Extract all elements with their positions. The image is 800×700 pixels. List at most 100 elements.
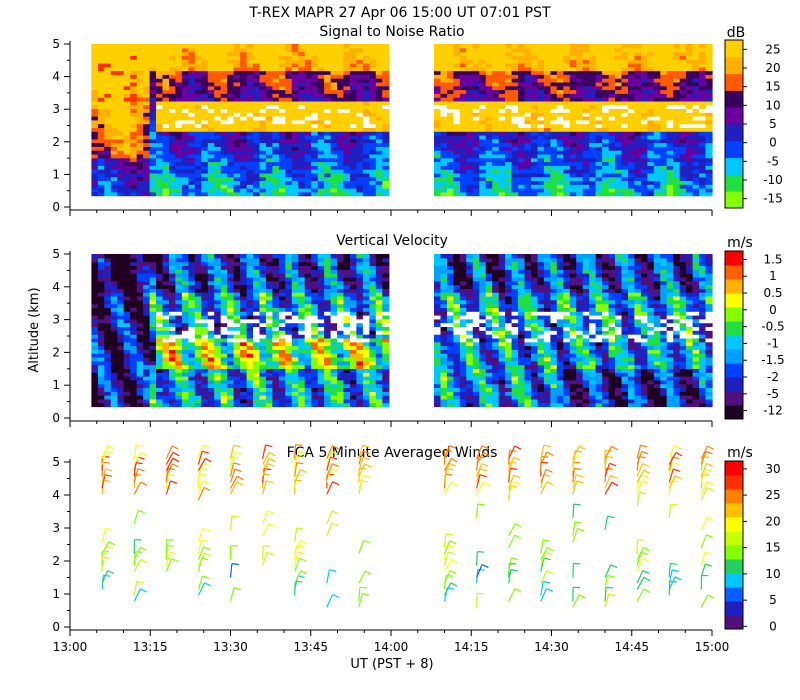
heatmap-cell (240, 276, 248, 282)
heatmap-cell (156, 276, 164, 282)
heatmap-cell (362, 176, 370, 181)
heatmap-cell (485, 135, 493, 140)
heatmap-cell (97, 188, 105, 193)
heatmap-cell (511, 146, 519, 151)
heatmap-cell (291, 398, 299, 404)
heatmap-cell (485, 153, 493, 159)
heatmap-cell (110, 357, 118, 362)
heatmap-cell (447, 70, 455, 75)
heatmap-cell (104, 257, 112, 263)
heatmap-cell (375, 127, 383, 132)
heatmap-cell (265, 372, 273, 377)
heatmap-cell (149, 372, 157, 377)
heatmap-cell (298, 70, 306, 75)
heatmap-cell (362, 191, 370, 197)
heatmap-cell (382, 146, 390, 151)
heatmap-cell (104, 383, 112, 388)
heatmap-cell (149, 81, 157, 87)
heatmap-cell (699, 157, 707, 163)
heatmap-cell (233, 188, 241, 193)
heatmap-cell (434, 176, 442, 181)
heatmap-cell (518, 51, 526, 56)
heatmap-cell (511, 62, 519, 68)
heatmap-cell (220, 184, 228, 189)
heatmap-cell (169, 74, 177, 79)
heatmap-cell (97, 97, 105, 102)
heatmap-cell (188, 265, 196, 270)
heatmap-cell (434, 97, 442, 102)
heatmap-cell (692, 104, 700, 109)
heatmap-cell (304, 180, 312, 185)
heatmap-cell (246, 398, 254, 404)
heatmap-cell (97, 337, 105, 343)
heatmap-cell (130, 165, 138, 170)
heatmap-cell (136, 265, 144, 270)
heatmap-cell (505, 93, 513, 98)
heatmap-cell (233, 269, 241, 274)
heatmap-cell (110, 383, 118, 388)
heatmap-cell (123, 62, 131, 68)
heatmap-cell (543, 119, 551, 125)
heatmap-cell (207, 295, 215, 301)
heatmap-cell (110, 318, 118, 324)
heatmap-cell (537, 51, 545, 56)
heatmap-cell (311, 292, 319, 297)
heatmap-cell (298, 176, 306, 181)
heatmap-cell (123, 368, 131, 373)
heatmap-cell (317, 307, 325, 312)
heatmap-cell (304, 100, 312, 106)
heatmap-cell (130, 47, 138, 53)
heatmap-cell (350, 104, 358, 109)
heatmap-cell (589, 66, 597, 72)
heatmap-cell (214, 131, 222, 136)
heatmap-cell (130, 330, 138, 335)
heatmap-cell (686, 127, 694, 132)
heatmap-cell (337, 184, 345, 189)
heatmap-cell (207, 112, 215, 117)
heatmap-cell (188, 322, 196, 327)
heatmap-cell (272, 311, 280, 316)
heatmap-cell (382, 135, 390, 140)
heatmap-cell (692, 70, 700, 75)
heatmap-cell (369, 78, 377, 83)
heatmap-cell (123, 402, 131, 408)
heatmap-cell (227, 311, 235, 316)
heatmap-cell (382, 161, 390, 166)
heatmap-cell (117, 150, 125, 155)
heatmap-cell (595, 135, 603, 140)
heatmap-cell (169, 322, 177, 327)
heatmap-cell (149, 51, 157, 56)
heatmap-cell (330, 146, 338, 151)
heatmap-cell (278, 78, 286, 83)
heatmap-cell (117, 265, 125, 270)
heatmap-cell (304, 398, 312, 404)
heatmap-cell (175, 307, 183, 312)
heatmap-cell (110, 330, 118, 335)
heatmap-cell (615, 188, 623, 193)
heatmap-cell (220, 135, 228, 140)
heatmap-cell (524, 62, 532, 68)
heatmap-cell (692, 131, 700, 136)
heatmap-cell (350, 81, 358, 87)
heatmap-cell (595, 100, 603, 106)
heatmap-cell (285, 326, 293, 331)
heatmap-cell (330, 100, 338, 106)
heatmap-cell (589, 142, 597, 147)
heatmap-cell (640, 161, 648, 166)
heatmap-cell (298, 341, 306, 347)
heatmap-cell (699, 135, 707, 140)
heatmap-cell (628, 191, 636, 197)
heatmap-cell (259, 135, 267, 140)
heatmap-cell (278, 315, 286, 320)
heatmap-cell (434, 44, 442, 49)
heatmap-cell (479, 51, 487, 56)
heatmap-cell (492, 180, 500, 185)
heatmap-cell (175, 330, 183, 335)
heatmap-cell (498, 78, 506, 83)
heatmap-cell (589, 153, 597, 159)
heatmap-cell (253, 364, 261, 369)
heatmap-cell (97, 307, 105, 312)
heatmap-cell (699, 188, 707, 193)
heatmap-cell (466, 127, 474, 132)
heatmap-cell (304, 112, 312, 117)
